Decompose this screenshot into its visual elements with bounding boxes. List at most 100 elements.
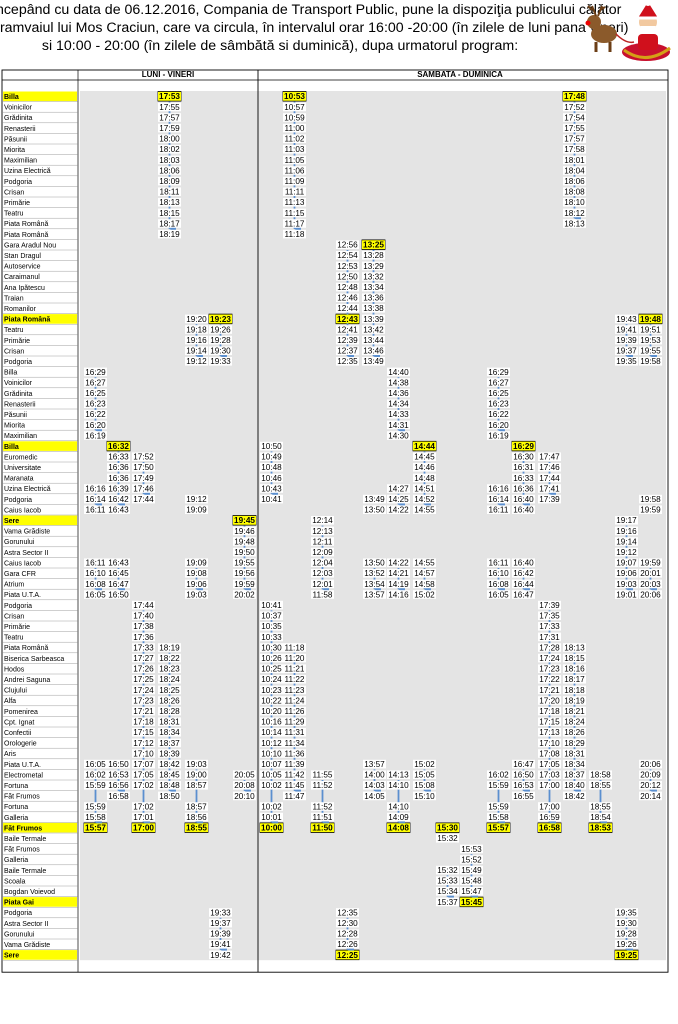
time-cell-bg — [387, 579, 410, 589]
departure-time: 12:39 — [337, 336, 358, 345]
departure-time: 16:08 — [85, 580, 106, 589]
time-cell-bg — [158, 92, 181, 101]
stop-name: Gara CFR — [4, 571, 36, 578]
time-cell-bg — [132, 728, 155, 737]
time-cell-bg — [387, 505, 410, 514]
terminal-stop-highlight — [3, 897, 77, 907]
time-cell-bg — [283, 219, 306, 228]
time-cell-bg — [209, 335, 232, 345]
stop-name: Clujului — [4, 688, 27, 695]
departure-time: 18:06 — [159, 166, 180, 175]
time-cell-bg — [538, 781, 561, 790]
departure-time: 10:02 — [261, 802, 282, 811]
stop-name: Păsunii — [4, 412, 27, 419]
stop-name: Primărie — [4, 624, 30, 631]
time-cell-bg — [260, 706, 283, 716]
time-cell-bg — [311, 569, 334, 578]
departure-time: 17:05 — [539, 760, 560, 769]
departure-time: 15:53 — [461, 845, 482, 854]
departure-time: 14:58 — [414, 580, 435, 589]
time-cell-bg — [107, 452, 130, 461]
departure-time: 17:44 — [133, 601, 154, 610]
departure-time: 17:02 — [133, 781, 154, 790]
time-cell-bg — [563, 166, 586, 175]
time-cell-bg — [615, 579, 638, 589]
departure-time: 17:49 — [133, 474, 154, 483]
departure-time: 14:03 — [364, 781, 385, 790]
time-cell-bg — [538, 759, 561, 769]
time-cell-bg — [158, 781, 181, 790]
time-cell-bg — [84, 494, 107, 504]
departure-time: 19:55 — [640, 347, 661, 356]
time-cell-bg — [363, 781, 386, 790]
time-cell-bg — [563, 728, 586, 737]
departure-time: 16:11 — [86, 559, 106, 568]
departure-time: 17:23 — [133, 696, 154, 705]
departure-time: 13:52 — [364, 569, 385, 578]
stop-name: Maximilian — [4, 158, 37, 165]
departure-time: 17:25 — [133, 675, 154, 684]
departure-time: 18:55 — [186, 824, 207, 833]
departure-time: 15:59 — [85, 781, 106, 790]
time-cell-bg — [615, 547, 638, 557]
departure-time: 11:18 — [285, 643, 305, 652]
time-cell-bg — [107, 770, 130, 779]
time-cell-bg — [311, 590, 334, 599]
time-cell-bg — [233, 547, 256, 557]
departure-time: 16:30 — [513, 453, 534, 462]
time-cell-bg — [639, 590, 662, 599]
departure-time: 17:27 — [133, 654, 154, 663]
time-cell-bg — [538, 823, 561, 832]
departure-time: 18:48 — [159, 781, 180, 790]
time-cell-bg — [283, 92, 306, 101]
departure-time: 17:15 — [539, 718, 560, 727]
departure-time: 19:43 — [616, 315, 637, 324]
stop-name: Piata Română — [4, 232, 48, 239]
time-cell-bg — [107, 441, 130, 451]
time-cell-bg — [311, 579, 334, 589]
time-cell-bg — [283, 685, 306, 695]
departure-time: 13:29 — [363, 262, 384, 271]
time-cell-bg — [283, 134, 306, 143]
departure-time: 19:58 — [640, 495, 661, 504]
departure-time: 11:26 — [285, 707, 305, 716]
time-cell-bg — [336, 908, 359, 917]
stop-name: Astra Sector II — [4, 550, 48, 557]
departure-time: 15:48 — [461, 877, 482, 886]
time-cell-bg — [260, 600, 283, 610]
stop-name: Piata Română — [4, 317, 50, 324]
time-cell-bg — [413, 579, 436, 589]
time-cell-bg — [283, 176, 306, 186]
departure-time: 16:16 — [488, 484, 509, 493]
departure-time: 16:25 — [488, 389, 509, 398]
departure-time: 17:39 — [539, 495, 560, 504]
departure-time: 11:18 — [285, 230, 305, 239]
time-cell-bg — [387, 420, 410, 430]
time-cell-bg — [589, 781, 612, 790]
departure-time: 12:37 — [337, 347, 358, 356]
departure-time: 15:59 — [488, 781, 509, 790]
time-cell-bg — [615, 357, 638, 366]
departure-time: 19:00 — [186, 771, 207, 780]
departure-time: 11:03 — [285, 145, 305, 154]
time-cell-bg — [487, 388, 510, 398]
time-cell-bg — [185, 569, 208, 578]
stop-name: Crisan — [4, 189, 24, 196]
time-cell-bg — [132, 463, 155, 472]
departure-time: 12:53 — [337, 262, 358, 271]
time-cell-bg — [487, 505, 510, 514]
time-cell-bg — [615, 940, 638, 949]
departure-time: 19:30 — [616, 919, 637, 928]
time-cell-bg — [158, 749, 181, 758]
departure-time: 10:23 — [261, 686, 282, 695]
time-cell-bg — [563, 653, 586, 663]
departure-time: 15:05 — [414, 771, 435, 780]
time-cell-bg — [436, 876, 459, 885]
time-cell-bg — [158, 102, 181, 112]
departure-time: 16:22 — [85, 410, 106, 419]
departure-time: 13:46 — [363, 347, 384, 356]
departure-time: 19:28 — [616, 930, 637, 939]
departure-time: 19:14 — [186, 347, 207, 356]
departure-time: 11:17 — [285, 219, 305, 228]
